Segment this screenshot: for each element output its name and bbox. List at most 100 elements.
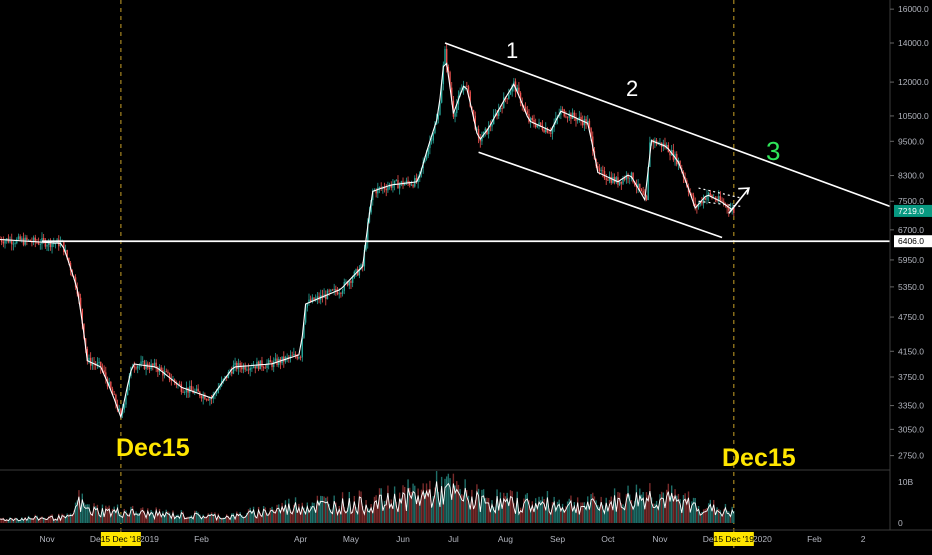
volume-bar <box>409 487 411 523</box>
candle-body <box>665 144 668 148</box>
volume-bar <box>189 516 191 523</box>
volume-bar <box>64 516 67 523</box>
candle-body <box>610 176 612 183</box>
candle-body <box>629 177 631 179</box>
candle-body <box>469 91 471 107</box>
volume-bar <box>7 520 10 523</box>
volume-bar <box>53 519 55 523</box>
candle-body <box>566 117 569 119</box>
candle-body <box>434 124 436 134</box>
volume-bar <box>508 501 510 523</box>
volume-bar <box>299 512 302 523</box>
x-tick-label: Sep <box>550 534 565 544</box>
candle-body <box>22 238 25 245</box>
candle-body <box>576 118 579 121</box>
volume-bar <box>459 489 461 523</box>
volume-bar <box>457 484 460 523</box>
volume-bar <box>225 514 228 523</box>
candle-body <box>466 85 468 87</box>
volume-bar <box>331 511 334 523</box>
candle-body <box>363 249 366 267</box>
volume-bar <box>543 499 545 523</box>
candle-body <box>184 392 186 393</box>
dotted-wedge-top <box>698 187 741 199</box>
volume-bar <box>58 513 60 523</box>
candle-body <box>383 187 386 190</box>
crosshair-date-label-2: 15 Dec '19 <box>714 534 755 544</box>
candle-body <box>602 170 604 172</box>
candle-body <box>393 180 396 185</box>
volume-bar <box>175 515 178 523</box>
volume-bar <box>121 516 124 523</box>
candle-body <box>578 117 581 119</box>
candle-body <box>34 237 36 242</box>
volume-bar <box>152 511 154 523</box>
volume-bar <box>103 515 105 523</box>
volume-bar <box>682 495 685 523</box>
volume-bar <box>686 499 688 523</box>
candle-body <box>37 242 40 245</box>
volume-bar <box>348 491 350 523</box>
crosshair-date-tag-2 <box>713 532 754 546</box>
candle-body <box>46 245 48 247</box>
volume-bar <box>506 492 508 523</box>
volume-bar <box>274 510 277 523</box>
candle-body <box>293 354 295 356</box>
candle-body <box>543 129 545 133</box>
annotation-right-dec15: Dec15 <box>722 444 796 472</box>
y-tick-label: 3350.0 <box>898 401 924 411</box>
volume-bar <box>365 500 367 523</box>
candle-body <box>53 243 55 245</box>
candle-body <box>412 184 414 187</box>
volume-bar <box>150 509 152 523</box>
volume-bar <box>555 507 557 523</box>
candle-body <box>266 363 268 369</box>
candle-body <box>351 277 354 283</box>
candle-body <box>608 176 611 181</box>
candle-body <box>242 365 245 370</box>
volume-bar <box>217 513 220 523</box>
volume-bar <box>655 500 658 523</box>
volume-bar <box>434 487 436 523</box>
volume-bar <box>417 488 419 523</box>
candle-body <box>598 168 601 172</box>
candle-body <box>252 366 255 368</box>
volume-bar <box>664 504 666 523</box>
volume-bar <box>644 505 646 523</box>
volume-bar <box>105 505 107 523</box>
candle-body <box>429 141 431 149</box>
volume-bar <box>545 507 547 523</box>
volume-bar <box>550 512 552 523</box>
candle-body <box>706 195 708 200</box>
candle-body <box>26 237 28 241</box>
volume-bar <box>617 491 619 523</box>
volume-bar <box>358 490 361 523</box>
volume-bar <box>598 507 601 523</box>
candle-body <box>49 240 52 248</box>
volume-bar <box>498 507 500 523</box>
candle-body <box>721 200 723 202</box>
volume-bar <box>155 507 157 523</box>
candle-body <box>101 367 104 371</box>
volume-bar <box>42 517 45 523</box>
volume-bar <box>222 517 225 523</box>
candle-body <box>301 337 303 358</box>
volume-bar <box>73 510 75 523</box>
candle-body <box>313 297 315 301</box>
candle-body <box>454 113 456 117</box>
volume-bar <box>424 493 426 523</box>
volume-bar <box>118 513 120 523</box>
volume-bar <box>17 520 20 523</box>
volume-bar <box>712 499 715 523</box>
volume-bar <box>489 509 492 523</box>
candle-body <box>615 177 617 183</box>
candle-body <box>51 243 53 248</box>
volume-bar <box>447 473 450 523</box>
volume-bar <box>173 517 176 523</box>
volume-bar <box>701 511 703 523</box>
volume-bar <box>531 501 534 523</box>
candle-body <box>44 240 47 247</box>
candle-body <box>503 97 505 109</box>
volume-bar <box>561 503 564 523</box>
